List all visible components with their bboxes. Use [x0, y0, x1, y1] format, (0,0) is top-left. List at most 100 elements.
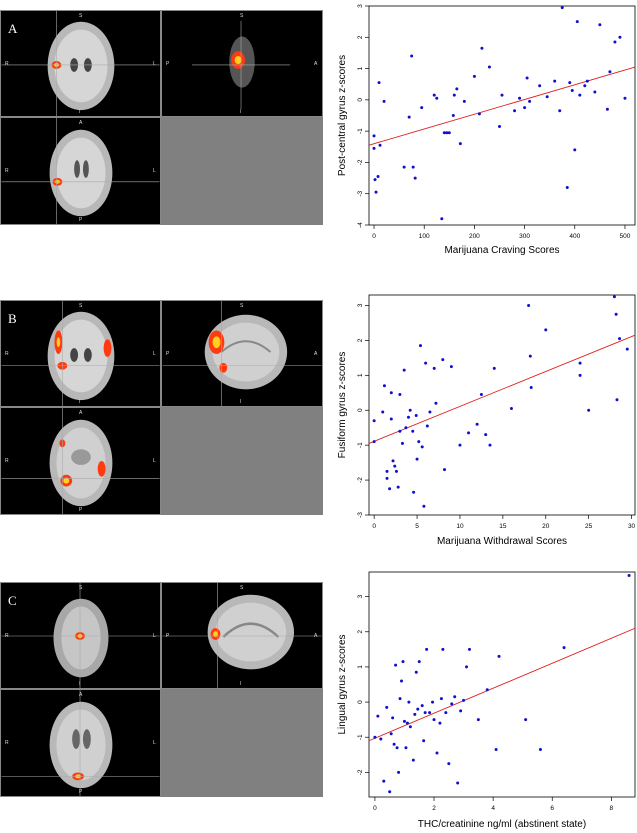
- empty-quadrant: [161, 117, 323, 225]
- data-point: [585, 79, 589, 83]
- data-point: [435, 751, 439, 755]
- sagittal-brain-image: [162, 301, 322, 406]
- panel-letter: B: [8, 311, 17, 326]
- regression-line: [368, 66, 636, 146]
- data-point: [441, 647, 445, 651]
- empty-quadrant: [161, 407, 323, 515]
- orient-label: S: [79, 13, 83, 19]
- data-point: [455, 87, 459, 91]
- orient-label: A: [79, 692, 83, 698]
- data-point: [422, 504, 426, 508]
- data-point: [404, 746, 408, 750]
- data-point: [456, 781, 460, 785]
- x-tick-label: 10: [456, 523, 464, 530]
- panel-letter: A: [8, 21, 18, 36]
- data-point: [417, 440, 421, 444]
- data-point: [467, 431, 471, 435]
- orient-label: S: [79, 303, 83, 309]
- data-point: [459, 709, 463, 713]
- data-point: [382, 384, 386, 388]
- orient-label: S: [79, 585, 83, 591]
- data-point: [413, 176, 417, 180]
- orient-label: L: [153, 351, 156, 357]
- data-point: [465, 665, 469, 669]
- data-point: [587, 408, 591, 412]
- data-point: [485, 688, 489, 692]
- data-point: [449, 365, 453, 369]
- y-tick-label: 0: [357, 408, 364, 412]
- panel-b: S R L I B S P A I: [0, 300, 637, 515]
- y-tick-label: 0: [357, 700, 364, 704]
- sagittal-brain-image: [191, 20, 291, 110]
- data-point: [625, 347, 629, 351]
- y-tick-label: -1: [357, 734, 364, 740]
- data-point: [434, 401, 438, 405]
- orient-label: S: [240, 303, 244, 309]
- data-point: [605, 107, 609, 111]
- panel-c: S R L I C S P A I A R: [0, 582, 637, 797]
- data-point: [402, 165, 406, 169]
- x-tick-label: 20: [542, 523, 550, 530]
- data-point: [379, 737, 383, 741]
- sagittal-view-c: S P A I: [161, 582, 323, 689]
- data-point: [444, 711, 448, 715]
- data-point: [538, 84, 542, 88]
- data-point: [528, 354, 532, 358]
- x-tick-label: 15: [499, 523, 507, 530]
- data-point: [412, 490, 416, 494]
- data-point: [398, 393, 402, 397]
- data-point: [389, 391, 393, 395]
- data-point: [432, 718, 436, 722]
- empty-quadrant: [161, 689, 323, 797]
- data-point: [385, 705, 389, 709]
- data-point: [411, 429, 415, 433]
- data-point: [562, 646, 566, 650]
- data-point: [398, 429, 402, 433]
- data-point: [374, 190, 378, 194]
- data-point: [418, 344, 422, 348]
- data-point: [492, 366, 496, 370]
- chart-svg: 0 100 200 300 400 500 -4 -3 -2 -1 0 1 2 3 Marijuana Cr…: [337, 4, 636, 256]
- data-point: [523, 106, 527, 110]
- data-point: [573, 148, 577, 152]
- data-point: [410, 54, 414, 58]
- coronal-view-b: S R L I B: [0, 300, 161, 407]
- data-point: [373, 178, 377, 182]
- coronal-brain-image: [1, 301, 160, 406]
- data-point: [378, 143, 382, 147]
- y-tick-label: 2: [357, 35, 364, 39]
- data-point: [414, 413, 418, 417]
- y-tick-label: -1: [357, 128, 364, 134]
- orient-label: S: [240, 13, 244, 19]
- orient-label: P: [79, 789, 83, 795]
- data-point: [425, 424, 429, 428]
- data-point: [406, 415, 410, 419]
- data-point: [408, 725, 412, 729]
- y-tick-label: -2: [357, 769, 364, 775]
- data-point: [608, 70, 612, 74]
- plot-frame: [368, 571, 636, 798]
- data-point: [400, 441, 404, 445]
- data-point: [472, 74, 476, 78]
- y-tick-label: 1: [357, 665, 364, 669]
- data-point: [428, 410, 432, 414]
- data-point: [402, 368, 406, 372]
- data-point: [494, 748, 498, 752]
- data-point: [435, 96, 439, 100]
- y-axis-title: Fusiform gyrus z-scores: [337, 352, 348, 459]
- data-point: [452, 93, 456, 97]
- axial-view-c: A R L P: [0, 689, 161, 797]
- y-tick-label: -2: [357, 159, 364, 165]
- axial-brain-image: [1, 118, 160, 224]
- data-point: [372, 440, 376, 444]
- data-point: [420, 445, 424, 449]
- orient-label: I: [240, 681, 242, 687]
- data-point: [405, 721, 409, 725]
- data-point: [484, 433, 488, 437]
- data-point: [382, 779, 386, 783]
- x-tick-label: 25: [585, 523, 593, 530]
- y-tick-label: 3: [357, 594, 364, 598]
- sagittal-brain-image: [162, 583, 322, 688]
- panel-a: S R L I A S P A I A R L P: [0, 10, 637, 225]
- data-point: [431, 700, 435, 704]
